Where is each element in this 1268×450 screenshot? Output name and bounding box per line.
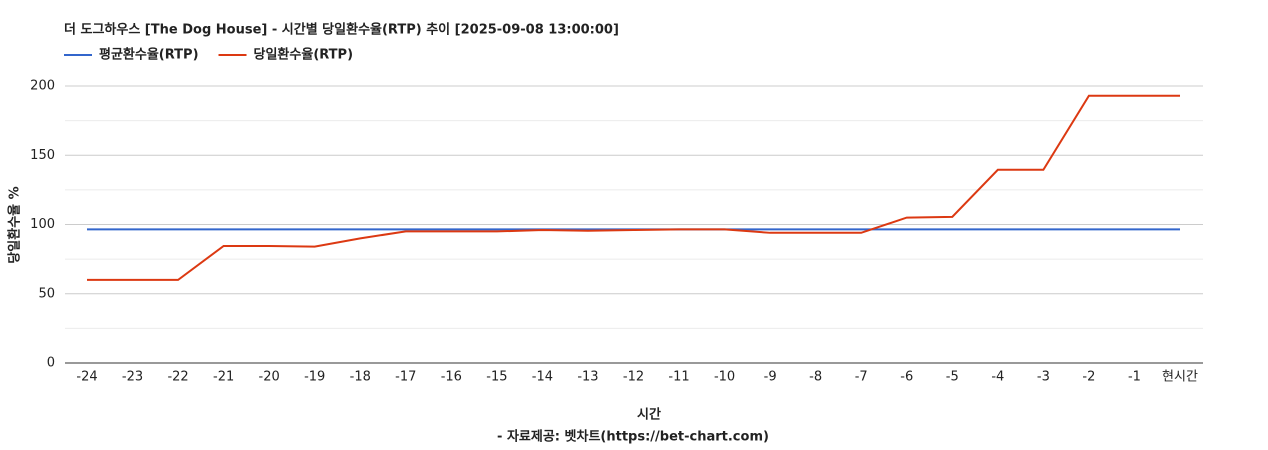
x-tick-label: -10 — [714, 370, 735, 385]
x-tick-label: -7 — [855, 370, 868, 385]
y-tick-label: 0 — [47, 356, 55, 371]
x-tick-label: -18 — [350, 370, 371, 385]
y-axis-title: 당일환수율 % — [7, 186, 23, 263]
x-tick-label: -6 — [900, 370, 913, 385]
y-tick-label: 50 — [38, 286, 55, 301]
x-tick-label: -9 — [764, 370, 777, 385]
x-tick-label: -21 — [213, 370, 234, 385]
x-tick-label: -14 — [532, 370, 553, 385]
x-tick-label: -17 — [395, 370, 416, 385]
y-tick-label: 100 — [30, 217, 55, 232]
x-tick-label: -23 — [122, 370, 143, 385]
legend-label: 평균환수율(RTP) — [99, 47, 199, 63]
x-tick-label: -19 — [304, 370, 325, 385]
x-tick-label: -22 — [167, 370, 188, 385]
chart-title: 더 도그하우스 [The Dog House] - 시간별 당일환수율(RTP)… — [64, 22, 619, 38]
x-tick-label: -24 — [76, 370, 97, 385]
x-tick-label: -5 — [946, 370, 959, 385]
source-note: - 자료제공: 벳차트(https://bet-chart.com) — [497, 429, 769, 445]
x-tick-label: -12 — [623, 370, 644, 385]
x-tick-label: -8 — [809, 370, 822, 385]
x-tick-label: 현시간 — [1162, 370, 1198, 385]
series-line — [87, 94, 1180, 281]
x-tick-label: -20 — [259, 370, 280, 385]
x-tick-label: -2 — [1082, 370, 1095, 385]
x-tick-label: -3 — [1037, 370, 1050, 385]
x-tick-label: -15 — [486, 370, 507, 385]
x-tick-label: -11 — [668, 370, 689, 385]
x-tick-label: -16 — [441, 370, 462, 385]
x-tick-label: -1 — [1128, 370, 1141, 385]
x-axis-title: 시간 — [637, 407, 661, 423]
legend-label: 당일환수율(RTP) — [254, 47, 354, 63]
x-tick-label: -13 — [577, 370, 598, 385]
y-tick-label: 150 — [30, 148, 55, 163]
x-tick-label: -4 — [991, 370, 1004, 385]
y-tick-label: 200 — [30, 79, 55, 94]
